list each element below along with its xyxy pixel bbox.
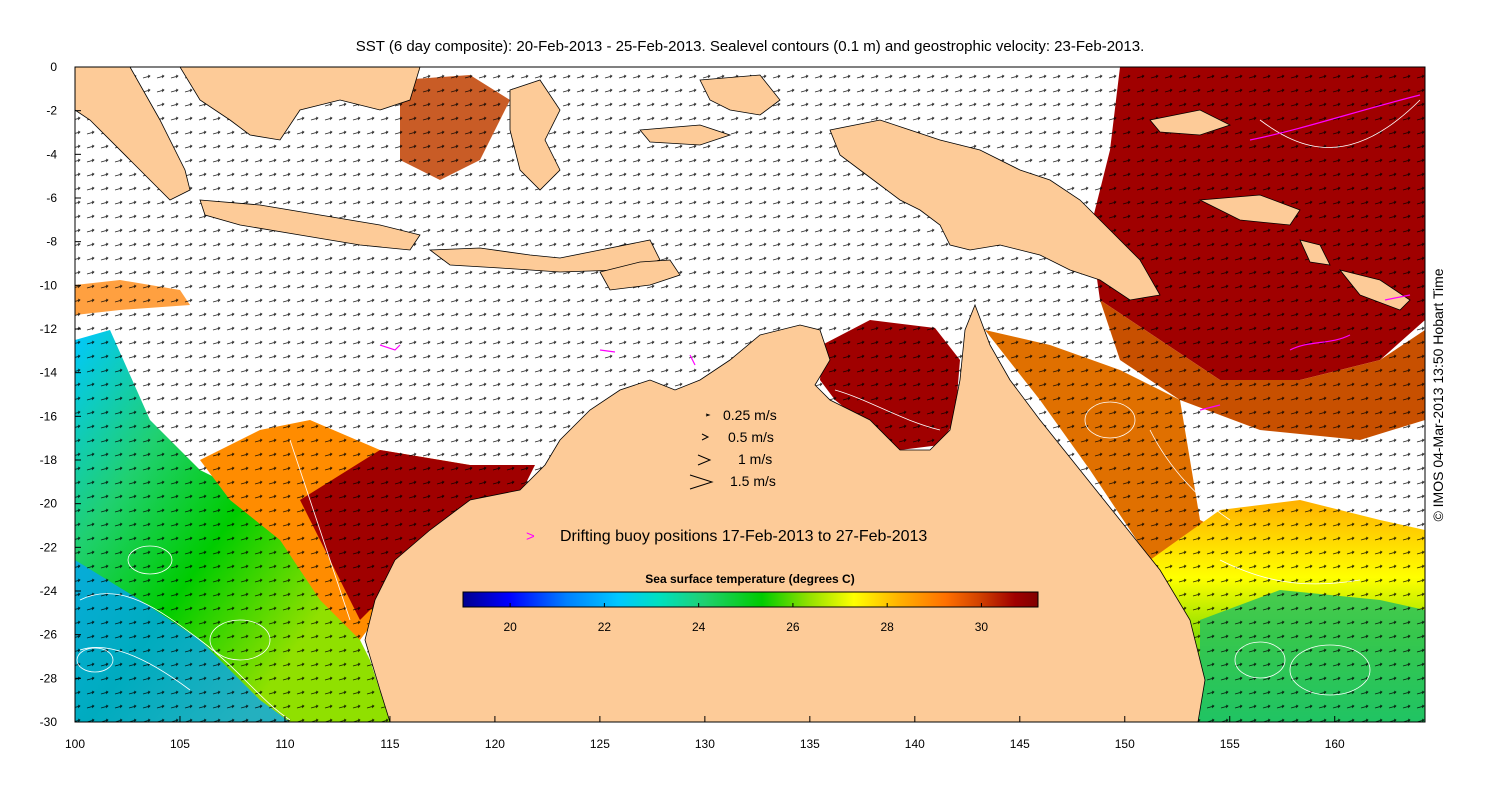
velocity-arrow-1.5 (689, 474, 714, 490)
velocity-label-0.25: 0.25 m/s (723, 407, 777, 423)
velocity-legend: 0.25 m/s 0.5 m/s 1 m/s 1.5 m/s (689, 407, 777, 490)
x-tick-label: 100 (65, 737, 85, 751)
map-title: SST (6 day composite): 20-Feb-2013 - 25-… (355, 38, 1145, 55)
x-axis: 100 105 110 115 120 125 130 135 140 145 150 155 160 (65, 716, 1345, 751)
x-tick-label: 130 (695, 737, 715, 751)
land-java (199, 199, 421, 251)
colorbar-tick-label: 22 (598, 620, 612, 634)
y-tick-label: -6 (46, 191, 57, 205)
y-axis: 0 -2 -4 -6 -8 -10 -12 -14 -16 -18 -20 -22 -24 -26 -28 -… (40, 60, 81, 729)
colorbar-tick-label: 30 (975, 620, 989, 634)
velocity-label-1.5: 1.5 m/s (730, 473, 776, 489)
x-tick-label: 105 (170, 737, 190, 751)
land-halmahera (699, 74, 781, 116)
colorbar-tick-label: 28 (881, 620, 895, 634)
land-new-britain (1198, 194, 1301, 226)
buoy-legend-label: Drifting buoy positions 17-Feb-2013 to 2… (560, 528, 927, 545)
x-tick-label: 150 (1115, 737, 1135, 751)
colorbar-tick-label: 20 (503, 620, 517, 634)
land-australia (364, 303, 1206, 722)
x-tick-label: 115 (380, 737, 399, 751)
land-lesser-sunda (428, 239, 661, 273)
y-tick-label: -12 (40, 322, 58, 336)
y-tick-label: -16 (40, 409, 58, 423)
y-tick-label: -10 (40, 278, 58, 292)
land-borneo (179, 67, 421, 141)
x-tick-label: 110 (275, 737, 294, 751)
y-tick-label: -8 (46, 235, 57, 249)
land-sumatra (75, 67, 191, 201)
x-tick-label: 145 (1010, 737, 1030, 751)
sealevel-contours (76, 99, 1421, 721)
map-panel (75, 67, 1425, 722)
y-tick-label: -26 (40, 628, 58, 642)
colorbar-tick-label: 26 (786, 620, 800, 634)
land-png-islands (1149, 109, 1232, 136)
velocity-arrow-0.25 (705, 413, 711, 417)
velocity-label-0.5: 0.5 m/s (728, 429, 774, 445)
y-tick-label: -20 (40, 497, 58, 511)
land-sulawesi (509, 79, 561, 191)
land-timor (599, 259, 681, 291)
x-tick-label: 160 (1325, 737, 1345, 751)
y-tick-label: -4 (46, 147, 57, 161)
land-solomons (1338, 269, 1411, 311)
velocity-label-1: 1 m/s (738, 451, 772, 467)
land-new-guinea (829, 119, 1161, 301)
colorbar (462, 591, 1039, 608)
y-tick-label: -30 (40, 715, 58, 729)
y-tick-label: -28 (40, 671, 58, 685)
velocity-arrow-1 (697, 454, 712, 466)
x-tick-label: 135 (800, 737, 820, 751)
y-tick-label: 0 (50, 60, 57, 74)
x-tick-label: 120 (485, 737, 505, 751)
y-tick-label: -2 (46, 104, 57, 118)
buoy-legend-symbol: > (526, 528, 535, 545)
velocity-arrow-0.5 (701, 433, 710, 441)
y-tick-label: -22 (40, 540, 58, 554)
colorbar-title: Sea surface temperature (degrees C) (645, 572, 854, 586)
buoy-tracks (379, 94, 1421, 411)
land-bougainville (1299, 239, 1331, 266)
y-tick-label: -14 (40, 366, 58, 380)
x-tick-label: 140 (905, 737, 925, 751)
y-tick-label: -24 (40, 584, 58, 598)
map-frame (74, 66, 1426, 723)
land-masses (75, 67, 1411, 722)
credit-text: © IMOS 04-Mar-2013 13:50 Hobart Time (1430, 268, 1446, 522)
colorbar-ticks: 20 22 24 26 28 30 (503, 603, 988, 634)
x-tick-label: 125 (590, 737, 610, 751)
colorbar-tick-label: 24 (692, 620, 706, 634)
land-seram (639, 124, 732, 146)
y-tick-label: -18 (40, 453, 58, 467)
x-tick-label: 155 (1220, 737, 1240, 751)
